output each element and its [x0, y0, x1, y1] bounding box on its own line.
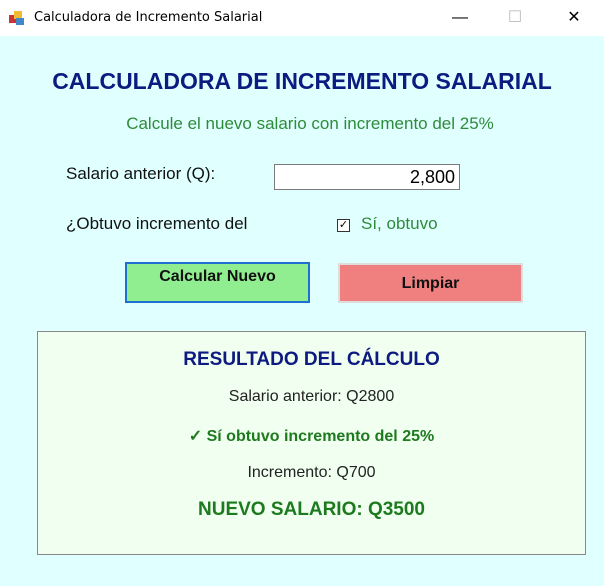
app-icon	[9, 11, 24, 25]
result-increment: Incremento: Q700	[247, 464, 376, 481]
page-title: CALCULADORA DE INCREMENTO SALARIAL	[52, 68, 552, 94]
increment-label: ¿Obtuvo incremento del	[66, 214, 248, 233]
result-previous-salary: Salario anterior: Q2800	[228, 388, 395, 405]
minimize-button[interactable]: —	[452, 9, 468, 26]
result-new-salary: NUEVO SALARIO: Q3500	[198, 499, 425, 520]
checkbox-label[interactable]: Sí, obtuvo	[361, 214, 438, 233]
window-title: Calculadora de Incremento Salarial	[34, 10, 263, 25]
close-button[interactable]: ✕	[567, 9, 581, 26]
clear-button[interactable]: Limpiar	[338, 263, 523, 303]
subtitle: Calcule el nuevo salario con incremento …	[126, 114, 494, 133]
title-bar: Calculadora de Incremento Salarial — ☐ ✕	[0, 0, 604, 36]
salary-label: Salario anterior (Q):	[66, 164, 216, 183]
result-title: RESULTADO DEL CÁLCULO	[183, 349, 440, 370]
salary-input[interactable]: 2,800	[274, 164, 460, 190]
calculate-button[interactable]: Calcular Nuevo	[125, 262, 310, 303]
result-panel: RESULTADO DEL CÁLCULO Salario anterior: …	[37, 331, 586, 555]
increment-checkbox[interactable]: ✓	[337, 219, 350, 232]
maximize-button[interactable]: ☐	[507, 9, 523, 26]
result-status: ✓ Sí obtuvo incremento del 25%	[188, 428, 435, 445]
